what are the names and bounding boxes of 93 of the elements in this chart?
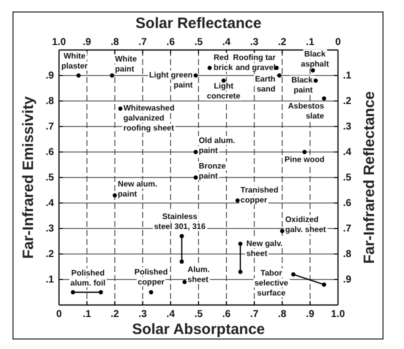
point	[238, 270, 242, 274]
point	[302, 150, 307, 154]
annotation: Asbestos slate	[288, 101, 325, 120]
point	[291, 272, 296, 277]
annotation: Tabor selective surface	[254, 268, 289, 298]
point	[194, 175, 198, 180]
annotation: Polished alum. foil	[70, 268, 106, 288]
x2-tick-label: .2	[278, 37, 287, 48]
point	[322, 96, 326, 101]
x2-tick-label: .1	[306, 37, 315, 48]
y-tick-label: .6	[46, 147, 54, 158]
x-tick-label: 0	[56, 309, 62, 320]
point	[180, 234, 184, 238]
y-tick-label: .4	[46, 198, 54, 210]
x2-tick-label: 0	[335, 37, 342, 48]
point	[238, 242, 242, 246]
annotation: Whitewashed galvanized roofing sheet	[123, 104, 175, 133]
x2-tick-label: .5	[194, 37, 204, 48]
x-tick-label: .3	[138, 309, 148, 320]
y2-tick-label: .4	[343, 147, 352, 158]
point	[148, 290, 154, 294]
y-tick-label: .7	[46, 122, 54, 133]
point	[194, 150, 198, 154]
y2-tick-label: .8	[343, 249, 352, 260]
point	[208, 66, 212, 70]
x-tick-label: .2	[110, 309, 120, 320]
x-axis-title: Solar Absorptance	[132, 321, 265, 338]
annotation: Black asphalt	[300, 49, 330, 68]
annotation: Bronze paint	[198, 162, 226, 180]
point	[180, 260, 184, 264]
y2-tick-label: .5	[343, 172, 352, 184]
annotation: Alum. sheet	[188, 265, 210, 284]
annotation: Pine wood	[284, 155, 325, 164]
annotation: White paint	[115, 54, 138, 74]
annotation: Roofing tar and gravel	[232, 52, 276, 72]
point	[76, 73, 81, 78]
annotation: Red brick	[214, 52, 234, 72]
x-tick-label: 1.0	[331, 309, 346, 320]
x2-tick-label: .9	[82, 37, 92, 48]
x-tick-label: .8	[278, 309, 287, 320]
x2-axis-title: Solar Reflectance	[136, 15, 262, 32]
annotation: New alum. paint	[118, 179, 158, 198]
point	[112, 193, 117, 198]
point	[222, 78, 226, 83]
y2-tick-label: .3	[343, 122, 352, 133]
y-tick-label: .9	[46, 70, 54, 82]
x-tick-label: .7	[250, 309, 259, 320]
point	[110, 73, 114, 78]
x2-tick-label: .3	[250, 37, 259, 48]
annotation: Stainless steel 301, 316	[154, 212, 206, 232]
annotation: Black paint	[291, 76, 314, 95]
point	[322, 282, 326, 287]
y2-tick-label: .7	[343, 224, 352, 235]
y-tick-label: .5	[46, 172, 54, 184]
x2-tick-label: .8	[110, 37, 120, 48]
point	[98, 290, 103, 294]
point	[235, 198, 240, 203]
annotation: New galv. sheet	[246, 238, 283, 258]
point	[182, 280, 187, 284]
point	[280, 228, 284, 234]
y2-tick-label: .2	[343, 96, 352, 108]
x-tick-label: .5	[194, 309, 204, 320]
point	[70, 290, 76, 294]
y-axis-title: Far-Infrared Emissivity	[20, 96, 37, 259]
annotation: Polished copper	[134, 267, 168, 286]
annotation: White plaster	[61, 52, 88, 70]
point	[310, 68, 315, 73]
y-tick-label: .3	[46, 224, 54, 235]
annotation: Old alum. paint	[198, 136, 236, 155]
point	[194, 73, 198, 78]
point	[314, 78, 318, 83]
y2-tick-label: .9	[343, 274, 352, 286]
y-tick-label: .8	[46, 96, 54, 108]
x2-tick-label: .7	[138, 37, 148, 48]
x-tick-label: .6	[222, 309, 232, 320]
x2-tick-label: .4	[222, 37, 232, 48]
point	[277, 73, 282, 78]
annotation: Earth sand	[254, 74, 276, 94]
y2-tick-label: .6	[343, 198, 352, 210]
x2-tick-label: .6	[166, 37, 176, 48]
annotation: Oxidized galv. sheet	[285, 215, 326, 234]
x-tick-label: .4	[166, 309, 176, 320]
x-tick-label: .1	[82, 309, 92, 320]
y2-tick-label: .1	[343, 70, 352, 82]
y-tick-label: .2	[46, 249, 54, 260]
annotation: Tranished copper	[240, 185, 278, 204]
annotation: Light concrete	[206, 82, 241, 101]
point	[118, 106, 122, 111]
annotation: Light green paint	[149, 70, 194, 90]
y2-axis-title: Far-Infrared Reflectance	[361, 91, 378, 264]
x-tick-label: .9	[306, 309, 315, 320]
y-tick-label: .1	[46, 274, 54, 286]
x2-tick-label: 1.0	[52, 37, 66, 48]
